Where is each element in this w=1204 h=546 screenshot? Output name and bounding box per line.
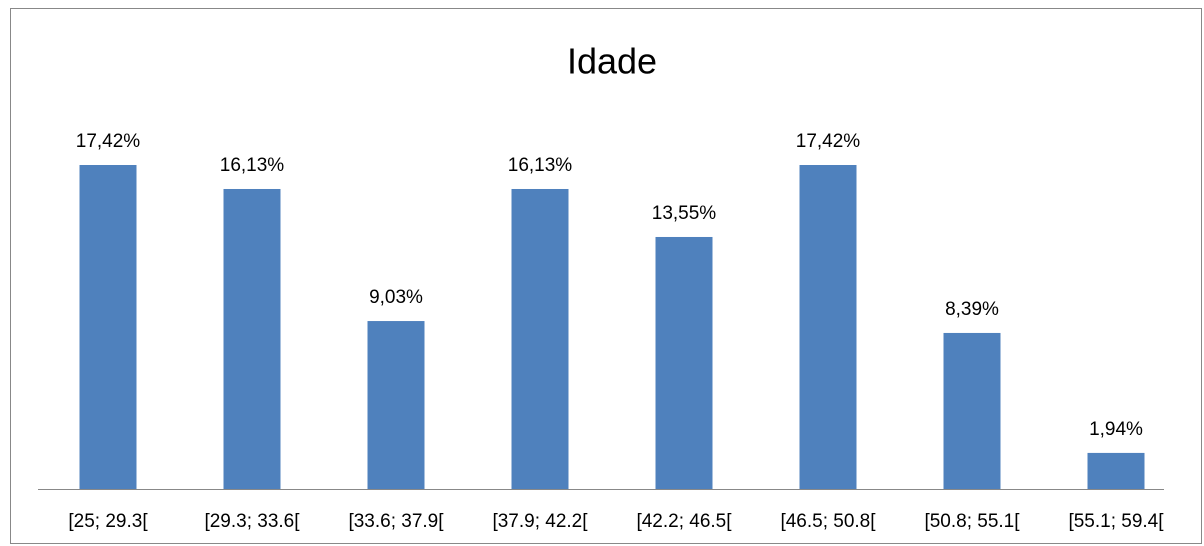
data-label: 9,03% <box>369 287 423 308</box>
x-tick-label: [33.6; 37.9[ <box>348 511 444 532</box>
x-tick-label: [29.3; 33.6[ <box>204 511 300 532</box>
bar <box>367 321 425 489</box>
bar <box>1087 452 1145 489</box>
data-label: 16,13% <box>220 155 285 176</box>
chart-frame <box>10 8 1202 544</box>
x-tick-label: [37.9; 42.2[ <box>492 511 588 532</box>
bar <box>511 188 569 490</box>
data-label: 17,42% <box>76 131 141 152</box>
bar <box>223 188 281 490</box>
data-label: 16,13% <box>508 155 573 176</box>
chart-title: Idade <box>567 41 657 82</box>
data-label: 17,42% <box>796 131 861 152</box>
x-tick-label: [42.2; 46.5[ <box>636 511 732 532</box>
bar <box>799 165 857 489</box>
x-tick-label: [55.1; 59.4[ <box>1068 511 1164 532</box>
data-label: 8,39% <box>945 299 999 320</box>
data-label: 13,55% <box>652 203 717 224</box>
bar <box>79 165 137 489</box>
x-tick-label: [50.8; 55.1[ <box>924 511 1020 532</box>
x-tick-label: [25; 29.3[ <box>68 511 148 532</box>
bar <box>943 332 1001 489</box>
data-label: 1,94% <box>1089 419 1143 440</box>
bar <box>655 236 713 489</box>
x-tick-label: [46.5; 50.8[ <box>780 511 876 532</box>
